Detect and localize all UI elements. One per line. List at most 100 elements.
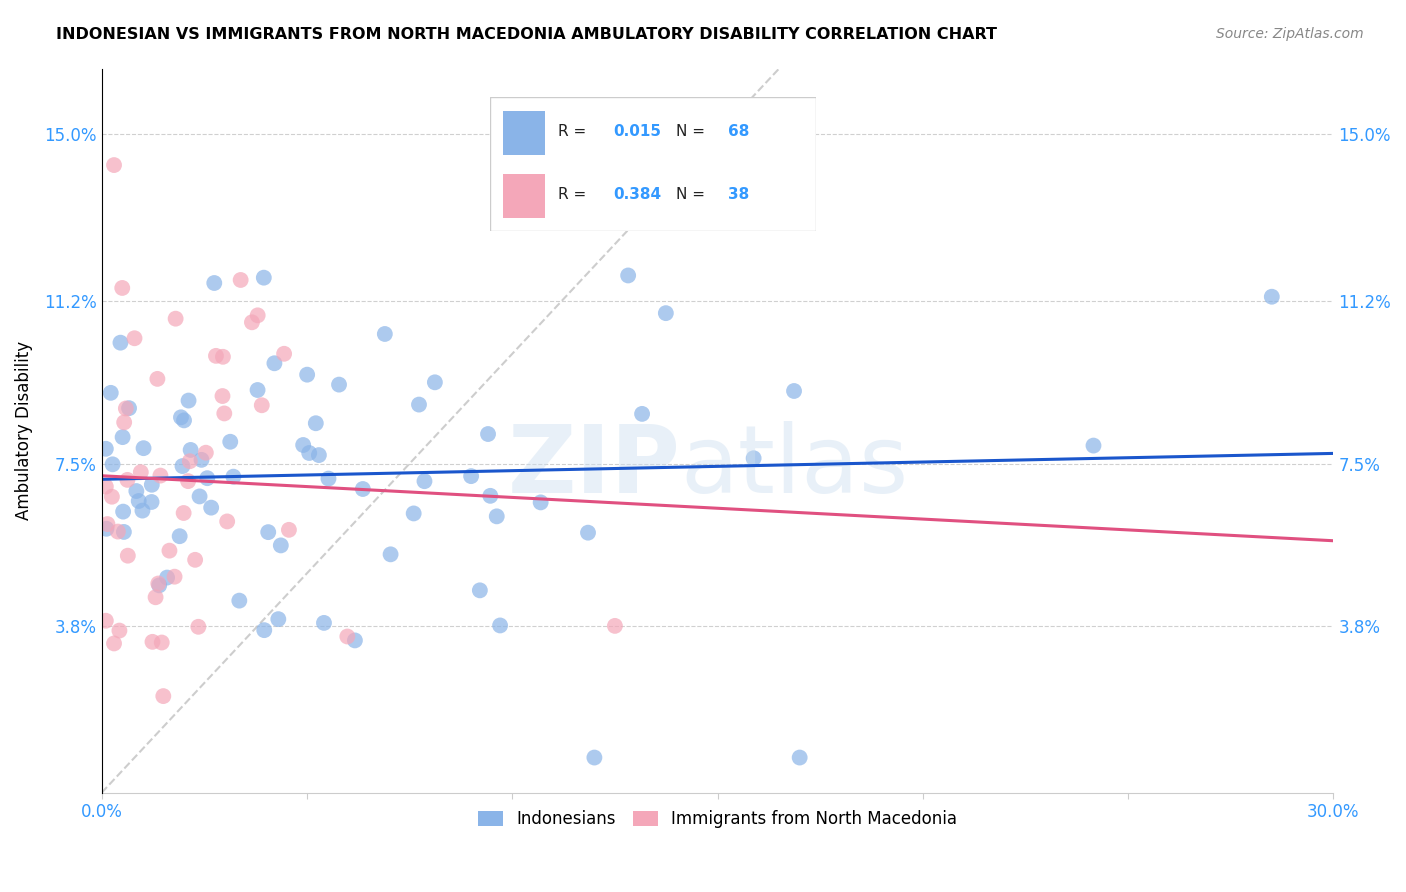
Point	[477, 427, 499, 442]
Point	[240, 315, 263, 329]
Point	[212, 350, 235, 364]
Point	[103, 636, 125, 650]
Point	[94, 480, 117, 494]
Point	[156, 570, 179, 584]
Point	[125, 483, 148, 498]
Point	[132, 441, 155, 455]
Point	[129, 465, 152, 479]
Point	[219, 434, 242, 449]
Point	[336, 630, 359, 644]
Point	[742, 451, 765, 466]
Point	[177, 474, 200, 488]
Point	[124, 331, 146, 345]
Point	[111, 430, 134, 444]
Point	[257, 525, 280, 540]
Point	[489, 618, 512, 632]
Point	[190, 453, 212, 467]
Point	[163, 570, 186, 584]
Point	[343, 633, 366, 648]
Text: Source: ZipAtlas.com: Source: ZipAtlas.com	[1216, 27, 1364, 41]
Point	[318, 472, 340, 486]
Point	[170, 410, 193, 425]
Point	[150, 635, 173, 649]
Point	[112, 524, 135, 539]
Point	[305, 416, 328, 430]
Point	[108, 624, 131, 638]
Point	[141, 477, 163, 491]
Point	[250, 398, 273, 412]
Text: INDONESIAN VS IMMIGRANTS FROM NORTH MACEDONIA AMBULATORY DISABILITY CORRELATION : INDONESIAN VS IMMIGRANTS FROM NORTH MACE…	[56, 27, 997, 42]
Point	[152, 689, 174, 703]
Point	[173, 413, 195, 427]
Point	[188, 490, 211, 504]
Point	[783, 384, 806, 398]
Point	[148, 578, 170, 592]
Point	[180, 442, 202, 457]
Text: atlas: atlas	[681, 421, 908, 513]
Point	[576, 525, 599, 540]
Point	[352, 482, 374, 496]
Point	[173, 506, 195, 520]
Point	[146, 372, 169, 386]
Point	[789, 750, 811, 764]
Point	[655, 306, 678, 320]
Point	[246, 383, 269, 397]
Point	[141, 495, 163, 509]
Point	[195, 471, 218, 485]
Point	[479, 489, 502, 503]
Y-axis label: Ambulatory Disability: Ambulatory Disability	[15, 341, 32, 520]
Point	[1261, 290, 1284, 304]
Point	[177, 393, 200, 408]
Point	[222, 469, 245, 483]
Point	[253, 623, 276, 637]
Point	[101, 490, 124, 504]
Point	[267, 612, 290, 626]
Point	[131, 503, 153, 517]
Point	[408, 398, 430, 412]
Point	[94, 442, 117, 456]
Point	[172, 458, 194, 473]
Point	[117, 549, 139, 563]
Point	[159, 543, 181, 558]
Point	[200, 500, 222, 515]
Point	[145, 591, 167, 605]
Point	[583, 750, 606, 764]
Point	[485, 509, 508, 524]
Point	[402, 507, 425, 521]
Point	[128, 494, 150, 508]
Text: ZIP: ZIP	[508, 421, 681, 513]
Point	[312, 615, 335, 630]
Point	[194, 446, 217, 460]
Point	[94, 614, 117, 628]
Point	[423, 376, 446, 390]
Point	[460, 469, 482, 483]
Point	[380, 547, 402, 561]
Point	[328, 377, 350, 392]
Legend: Indonesians, Immigrants from North Macedonia: Indonesians, Immigrants from North Maced…	[471, 804, 963, 835]
Point	[229, 273, 252, 287]
Point	[118, 401, 141, 416]
Point	[112, 415, 135, 429]
Point	[101, 458, 124, 472]
Point	[413, 474, 436, 488]
Point	[141, 635, 163, 649]
Point	[278, 523, 301, 537]
Point	[96, 517, 118, 532]
Point	[100, 385, 122, 400]
Point	[169, 529, 191, 543]
Point	[187, 620, 209, 634]
Point	[295, 368, 318, 382]
Point	[148, 576, 170, 591]
Point	[107, 524, 129, 539]
Point	[468, 583, 491, 598]
Point	[298, 446, 321, 460]
Point	[211, 389, 233, 403]
Point	[308, 448, 330, 462]
Point	[214, 406, 236, 420]
Point	[374, 326, 396, 341]
Point	[631, 407, 654, 421]
Point	[165, 311, 187, 326]
Point	[617, 268, 640, 283]
Point	[603, 619, 626, 633]
Point	[1083, 439, 1105, 453]
